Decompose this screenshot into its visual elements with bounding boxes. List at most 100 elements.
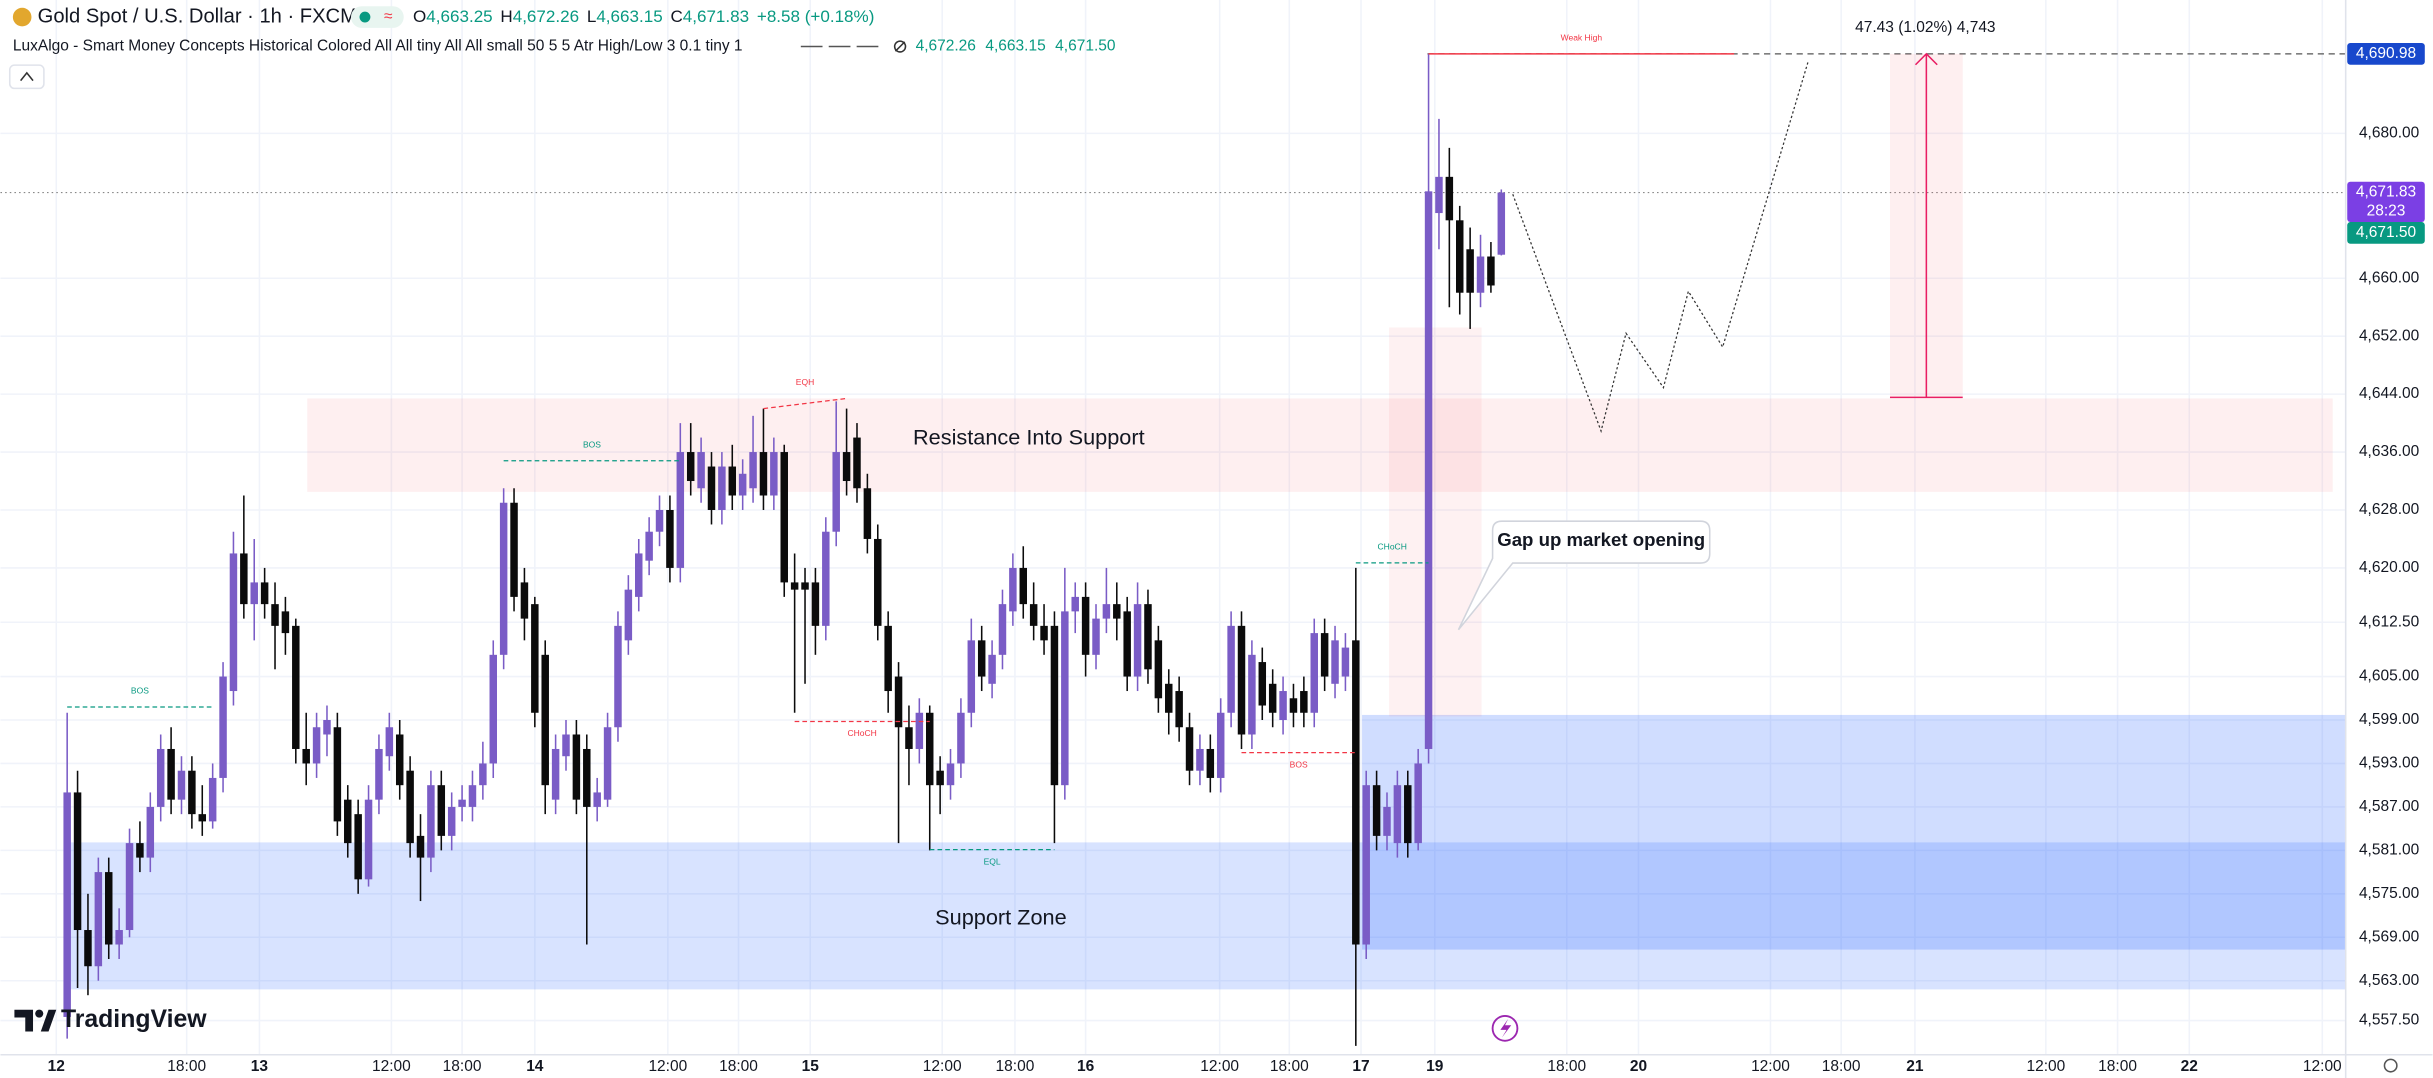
candle-body (749, 452, 757, 489)
x-tick-label: 18:00 (719, 1058, 758, 1075)
candle-body (510, 502, 518, 597)
collapse-button[interactable] (8, 64, 45, 90)
candle-body (853, 437, 861, 489)
projection-path (1512, 62, 1809, 434)
x-tick-label: 18:00 (1822, 1058, 1861, 1075)
x-tick-label: 12:00 (2026, 1058, 2065, 1075)
countdown: 28:23 (2367, 202, 2406, 219)
zone (1389, 327, 1482, 717)
candle-body (427, 785, 435, 858)
candle-body (728, 466, 737, 496)
x-tick-label: 18:00 (2098, 1058, 2137, 1075)
zone (307, 398, 2333, 492)
candle-body (240, 553, 248, 605)
candle-body (1352, 640, 1360, 945)
x-tick-label: 12 (48, 1058, 65, 1075)
x-tick-label: 20 (1630, 1058, 1647, 1075)
y-tick-label: 4,587.00 (2359, 798, 2420, 815)
candle-body (1144, 604, 1152, 670)
candle-body (614, 625, 622, 728)
candle-body (988, 654, 996, 684)
y-tick-label: 4,636.00 (2359, 443, 2420, 460)
candles (63, 53, 1506, 1046)
x-tick-label: 18:00 (443, 1058, 482, 1075)
candle-body (260, 582, 269, 605)
y-tick-label: 4,599.00 (2359, 711, 2420, 728)
candle-body (1123, 611, 1131, 677)
candle-body (1206, 748, 1215, 778)
candle-body (905, 727, 913, 749)
price-label-box (2347, 181, 2425, 223)
zones (0, 53, 2346, 990)
candle-body (1133, 604, 1142, 677)
candle-body (603, 727, 612, 800)
candle-body (468, 785, 477, 807)
indicator-values: 4,672.26 4,663.15 4,671.50 (916, 38, 1116, 55)
structure-label: EQL (984, 856, 1001, 866)
candle-body (1071, 596, 1079, 612)
candle-body (1009, 567, 1017, 612)
x-tick-label: 12:00 (1200, 1058, 1239, 1075)
x-tick-label: 18:00 (1270, 1058, 1309, 1075)
ohlc-values: O4,663.25 H4,672.26 L4,663.15 C4,671.83 +8.5… (413, 7, 874, 26)
ohlc-change: +8.58 (+0.18%) (757, 7, 875, 26)
grid (0, 0, 2346, 1055)
structure-label: BOS (131, 686, 149, 696)
candle-body (1476, 256, 1485, 293)
x-tick-label: 18:00 (996, 1058, 1035, 1075)
measure-arrowhead (1914, 52, 1938, 66)
settings-icon[interactable] (2383, 1058, 2398, 1073)
x-tick-label: 12:00 (923, 1058, 962, 1075)
y-tick-label: 4,569.00 (2359, 928, 2420, 945)
structure-line (763, 397, 847, 410)
candle-body (333, 727, 342, 822)
candle-body (1487, 256, 1495, 286)
candle-body (998, 604, 1007, 655)
brand-name: TradingView (61, 1006, 207, 1033)
price-label: 4,671.50 (2356, 224, 2417, 241)
y-tick-label: 4,628.00 (2359, 501, 2420, 518)
candle-body (738, 473, 747, 496)
hide-icon[interactable] (893, 40, 907, 53)
candle-body (84, 930, 92, 967)
axes: 4,680.00 4,660.00 4,652.00 4,644.00 4,636.00… (48, 43, 2425, 1075)
symbol-icon (12, 7, 32, 27)
candle-body (344, 799, 352, 844)
candle-body (385, 727, 394, 757)
indicator-value: 4,663.15 (985, 38, 1045, 55)
candle-body (281, 611, 290, 634)
candle-body (177, 770, 186, 800)
candle-body (915, 712, 924, 749)
candle-body (520, 582, 529, 619)
candle-body (842, 452, 851, 482)
candle-body (208, 777, 217, 822)
candle-body (593, 792, 601, 807)
candle-body (416, 835, 425, 858)
candle-body (323, 720, 331, 735)
candle-body (1372, 785, 1381, 836)
events-icon[interactable] (1491, 1015, 1519, 1042)
y-tick-label: 4,563.00 (2359, 972, 2420, 989)
candle-body (1466, 249, 1474, 293)
structure-label: CHoCH (848, 728, 877, 738)
y-tick-label: 4,644.00 (2359, 385, 2420, 402)
candle-body (229, 553, 238, 692)
x-tick-label: 16 (1077, 1058, 1095, 1075)
candle-body (1029, 604, 1038, 626)
x-tick-label: 12:00 (648, 1058, 687, 1075)
candle-body (437, 785, 446, 836)
x-tick-label: 15 (802, 1058, 820, 1075)
candle-body (1248, 654, 1256, 735)
candle-body (1435, 176, 1443, 214)
ohlc-key: C (670, 7, 682, 26)
price-label-box (2347, 43, 2425, 65)
candle-body (156, 748, 165, 807)
zone (67, 842, 2346, 990)
candle-body (1289, 698, 1298, 713)
candle-body (479, 763, 487, 786)
y-tick-label: 4,680.00 (2359, 124, 2420, 141)
indicator-value: 4,671.50 (1055, 38, 1116, 55)
candle-body (1050, 625, 1059, 786)
zone (1362, 714, 2346, 950)
